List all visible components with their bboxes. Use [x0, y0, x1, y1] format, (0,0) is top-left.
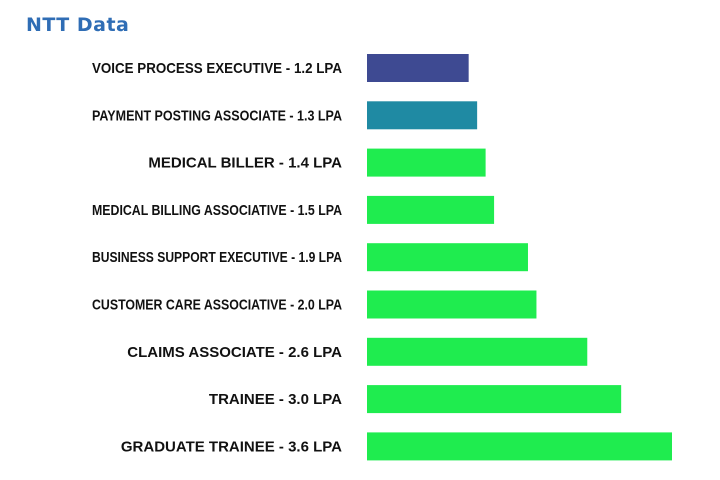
category-label-1: VOICE PROCESS EXECUTIVE - 1.2 LPA: [92, 60, 342, 77]
category-label-9: GRADUATE TRAINEE - 3.6 LPA: [121, 438, 342, 455]
bar-8: [367, 385, 622, 414]
bar-9: [367, 432, 672, 461]
bar-3: [367, 148, 486, 177]
bar-5: [367, 243, 528, 272]
bars-group: [367, 54, 672, 461]
category-label-3: MEDICAL BILLER - 1.4 LPA: [148, 155, 342, 172]
bar-6: [367, 290, 537, 319]
category-label-8: TRAINEE - 3.0 LPA: [209, 391, 342, 408]
category-label-7: CLAIMS ASSOCIATE - 2.6 LPA: [127, 344, 342, 361]
category-labels-group: VOICE PROCESS EXECUTIVE - 1.2 LPA PAYMENT…: [92, 60, 342, 455]
bar-2: [367, 101, 478, 130]
bar-7: [367, 337, 588, 366]
category-label-4: MEDICAL BILLING ASSOCIATIVE - 1.5 LPA: [92, 202, 342, 219]
bar-1: [367, 54, 469, 82]
category-label-2: PAYMENT POSTING ASSOCIATE - 1.3 LPA: [92, 107, 342, 124]
ntt-data-logo: NTT Data: [26, 14, 130, 36]
bar-4: [367, 195, 495, 224]
category-label-5: BUSINESS SUPPORT EXECUTIVE - 1.9 LPA: [92, 249, 342, 266]
category-label-6: CUSTOMER CARE ASSOCIATIVE - 2.0 LPA: [92, 297, 342, 314]
